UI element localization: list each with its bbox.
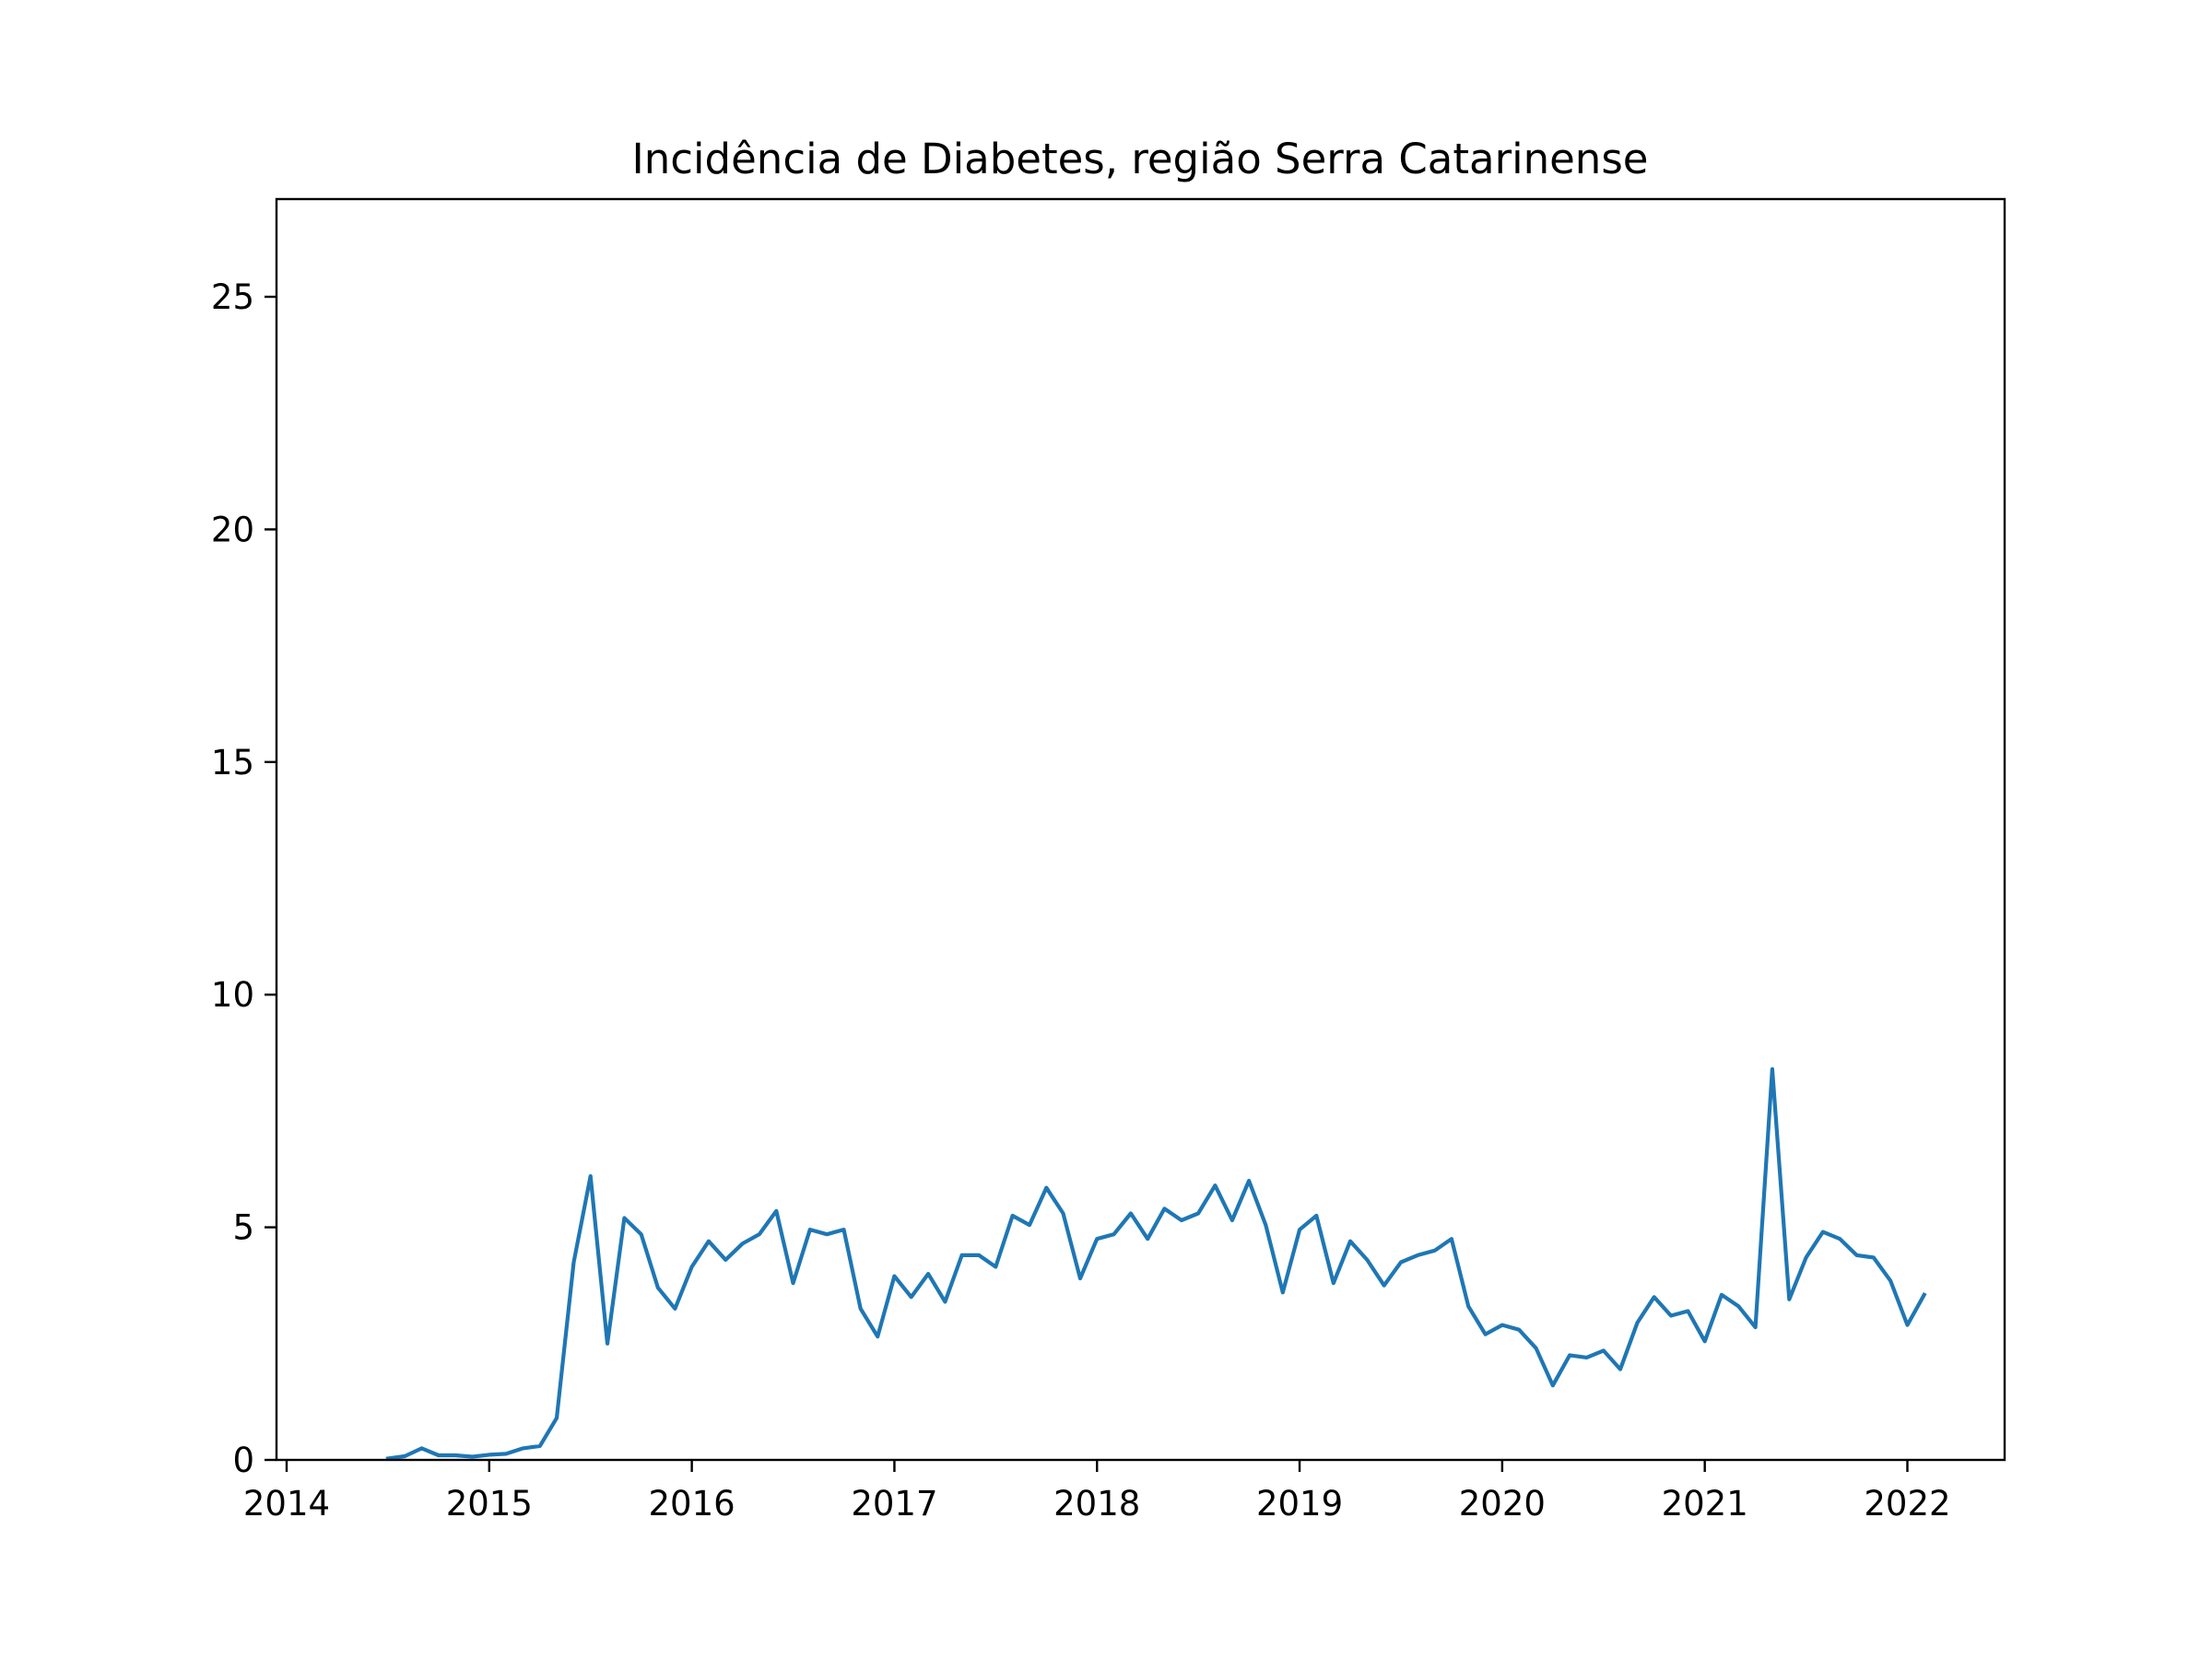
y-tick-label: 5 [232,1208,254,1248]
y-tick-label: 10 [211,975,254,1015]
y-tick-label: 20 [211,510,254,549]
x-tick-label: 2018 [1053,1484,1140,1524]
x-tick-label: 2022 [1864,1484,1950,1524]
x-tick-label: 2016 [649,1484,735,1524]
x-tick-label: 2017 [851,1484,937,1524]
y-tick-label: 0 [232,1441,254,1480]
x-tick-label: 2015 [446,1484,533,1524]
y-tick-label: 15 [211,743,254,782]
x-tick-label: 2019 [1256,1484,1343,1524]
x-axis: 2014 2015 2016 2017 2018 2019 2020 2021 2022 [243,1460,1951,1524]
plot-frame [275,197,2006,1462]
series-layer [385,1066,1927,1461]
x-tick-label: 2021 [1662,1484,1748,1524]
x-tick-label: 2020 [1459,1484,1546,1524]
series-line-0 [385,1066,1927,1461]
y-axis: 0 5 10 15 20 25 [211,277,276,1480]
x-tick-label: 2014 [243,1484,330,1524]
y-tick-label: 25 [211,277,254,317]
chart-title: Incidência de Diabetes, região Serra Cat… [632,135,1649,183]
